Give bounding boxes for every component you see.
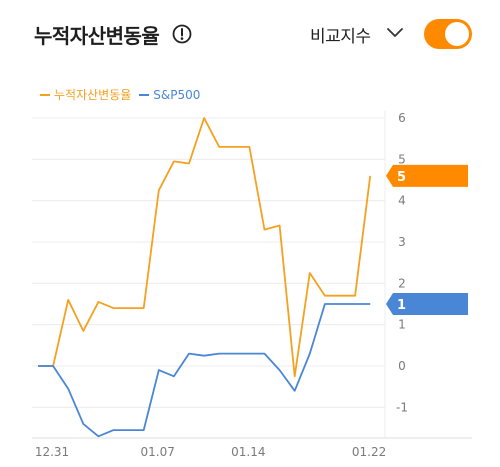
x-tick-label: 12.31 [35,445,69,459]
legend-item-sp500: S&P500 [139,88,200,102]
chart-legend: 누적자산변동율 S&P500 [40,86,208,103]
compare-index-label[interactable]: 비교지수 [310,27,371,47]
y-tick-label: 6 [398,111,406,125]
chevron-down-icon[interactable] [386,26,404,40]
y-tick-label: 2 [398,276,406,290]
y-tick-label: 0 [398,359,406,373]
info-circle-icon[interactable] [172,24,192,44]
legend-item-portfolio: 누적자산변동율 [40,86,131,103]
y-tick-label: 5 [398,152,406,166]
legend-label-portfolio: 누적자산변동율 [54,88,132,102]
y-tick-label: 3 [398,235,406,249]
legend-swatch-sp500 [139,93,150,96]
x-tick-label: 01.14 [231,445,265,459]
portfolio-line [38,117,372,378]
x-tick-label: 01.22 [352,445,386,459]
legend-label-sp500: S&P500 [153,87,201,102]
page-title: 누적자산변동율 [34,24,160,48]
sp500-end-tag-label: 1 [397,298,406,313]
legend-swatch-portfolio [40,93,50,96]
portfolio-end-tag [386,164,468,187]
sp500-line [38,303,371,438]
y-tick-label: 4 [398,194,406,208]
portfolio-end-tag-label: 5 [397,170,406,185]
sp500-end-tag [386,293,468,315]
y-tick-label: 1 [398,318,406,332]
compare-toggle[interactable] [424,19,472,49]
y-tick-label: -1 [396,400,408,414]
toggle-knob[interactable] [445,22,469,46]
x-tick-label: 01.07 [141,445,175,459]
chart-header: 누적자산변동율 비교지수 [0,0,500,70]
